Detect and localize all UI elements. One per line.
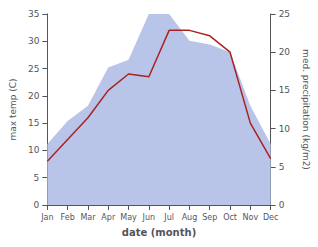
svg-text:10: 10 xyxy=(279,124,291,134)
svg-text:0: 0 xyxy=(34,200,40,210)
svg-text:0: 0 xyxy=(279,200,285,210)
svg-text:15: 15 xyxy=(28,118,39,128)
svg-text:25: 25 xyxy=(279,9,290,19)
svg-text:Sep: Sep xyxy=(202,213,217,222)
svg-text:Mar: Mar xyxy=(80,213,96,222)
svg-text:35: 35 xyxy=(28,9,39,19)
svg-text:Aug: Aug xyxy=(182,213,198,222)
svg-text:15: 15 xyxy=(279,85,290,95)
svg-text:Jul: Jul xyxy=(163,213,174,222)
svg-text:5: 5 xyxy=(279,162,285,172)
svg-text:5: 5 xyxy=(34,173,40,183)
svg-text:date (month): date (month) xyxy=(122,227,196,238)
svg-text:med. precipitation (kg/m2): med. precipitation (kg/m2) xyxy=(301,49,311,170)
svg-text:Nov: Nov xyxy=(243,213,259,222)
svg-text:May: May xyxy=(120,213,137,222)
svg-text:30: 30 xyxy=(28,36,40,46)
svg-text:Oct: Oct xyxy=(223,213,237,222)
svg-text:Feb: Feb xyxy=(61,213,75,222)
svg-text:10: 10 xyxy=(28,145,40,155)
svg-text:Jan: Jan xyxy=(40,213,53,222)
svg-text:Jun: Jun xyxy=(142,213,156,222)
svg-text:20: 20 xyxy=(279,47,291,57)
svg-text:20: 20 xyxy=(28,91,40,101)
svg-text:Apr: Apr xyxy=(101,213,116,222)
svg-text:Dec: Dec xyxy=(263,213,278,222)
svg-text:25: 25 xyxy=(28,64,39,74)
svg-text:max temp (C): max temp (C) xyxy=(8,78,18,140)
